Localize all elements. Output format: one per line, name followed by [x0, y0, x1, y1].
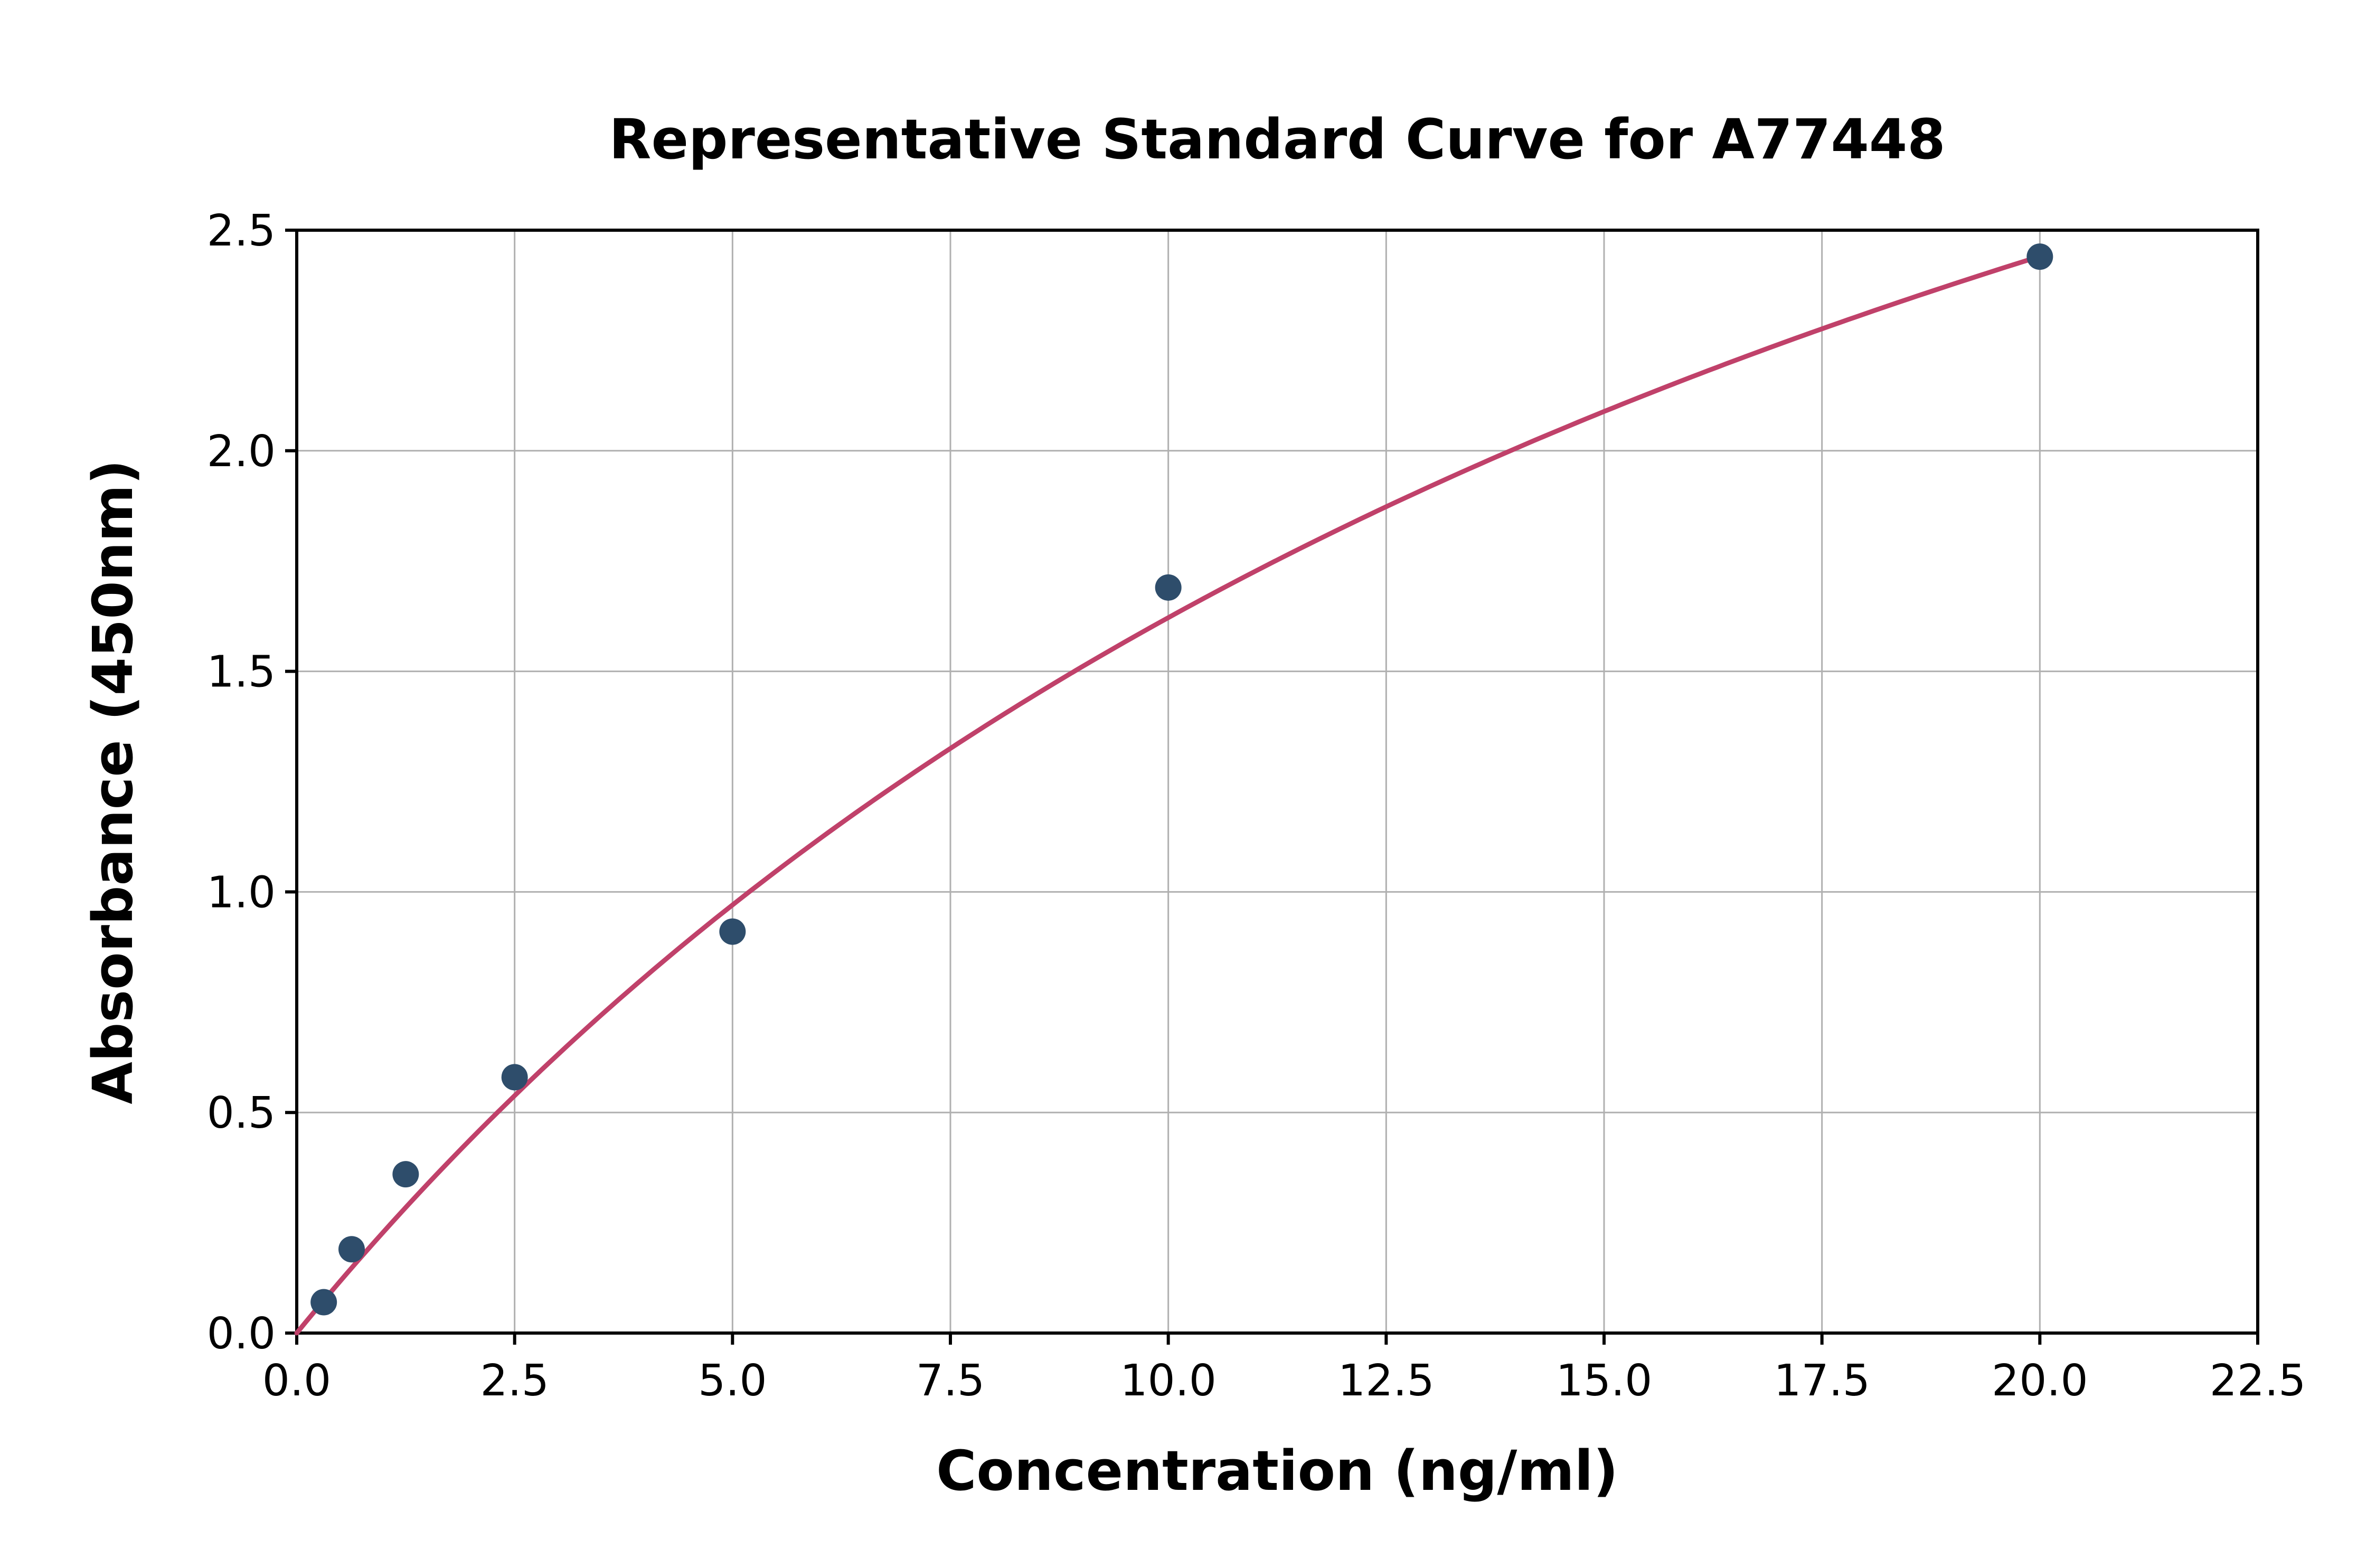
y-tick-label: 0.5: [207, 1088, 276, 1138]
plot-border: [295, 229, 2259, 1335]
data-point: [2026, 243, 2053, 270]
x-tick-label: 15.0: [1556, 1356, 1653, 1406]
data-point: [338, 1236, 365, 1263]
y-tick-label: 2.5: [207, 206, 276, 256]
y-tick-label: 1.0: [207, 867, 276, 918]
data-point: [1155, 574, 1182, 601]
x-tick-label: 10.0: [1120, 1356, 1217, 1406]
x-tick-label: 20.0: [1992, 1356, 2088, 1406]
y-tick-label: 2.0: [207, 427, 276, 477]
point-layer: [310, 243, 2053, 1316]
x-tick-label: 2.5: [480, 1356, 549, 1406]
data-point: [719, 918, 746, 945]
x-axis-label: Concentration (ng/ml): [936, 1439, 1618, 1503]
fit-curve: [294, 254, 2042, 1336]
chart-title: Representative Standard Curve for A77448: [609, 107, 1945, 172]
data-point: [501, 1064, 528, 1091]
x-tick-label: 12.5: [1338, 1356, 1435, 1406]
y-tick-label: 1.5: [207, 647, 276, 697]
tick-layer: 0.0 2.5 5.0 7.5 10.0 12.5 15.0 17.5 20.0 22.5 0.0 0…: [207, 206, 2306, 1406]
data-point: [310, 1289, 337, 1316]
x-tick-label: 5.0: [698, 1356, 767, 1406]
data-point: [392, 1161, 419, 1188]
x-tick-label: 22.5: [2210, 1356, 2306, 1406]
curve-layer: [294, 254, 2042, 1336]
x-tick-label: 17.5: [1774, 1356, 1870, 1406]
y-tick-label: 0.0: [207, 1309, 276, 1359]
x-tick-label: 0.0: [262, 1356, 331, 1406]
y-axis-label: Absorbance (450nm): [81, 459, 145, 1104]
x-tick-label: 7.5: [916, 1356, 985, 1406]
